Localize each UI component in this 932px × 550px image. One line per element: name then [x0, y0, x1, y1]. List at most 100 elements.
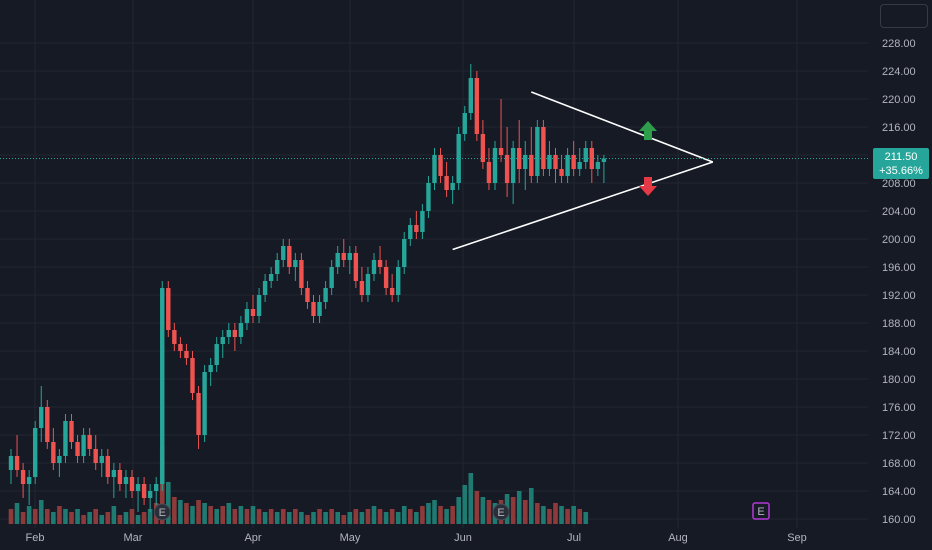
volume-bar: [111, 506, 117, 524]
volume-bar: [353, 509, 359, 524]
candle-body: [311, 302, 316, 316]
candle-body: [341, 253, 346, 260]
volume-bar: [486, 500, 492, 524]
candle-body: [383, 267, 389, 288]
candle-body: [299, 260, 304, 288]
candle-body: [262, 281, 268, 295]
toolbar-button[interactable]: [880, 4, 928, 28]
volume-bar: [268, 509, 274, 524]
candle-body: [353, 253, 359, 281]
candle-body: [547, 155, 552, 169]
candle-body: [166, 288, 171, 330]
volume-bar: [462, 485, 468, 524]
volume-bar: [299, 512, 304, 524]
candle-body: [111, 470, 117, 477]
candle-body: [498, 148, 504, 155]
candle-body: [57, 456, 62, 463]
volume-bar: [444, 509, 449, 524]
volume-bar: [365, 509, 371, 524]
candle-body: [456, 134, 461, 183]
last-price-value: 211.50: [884, 151, 918, 163]
candles: [8, 64, 607, 512]
volume-bar: [147, 509, 153, 524]
candle-body: [565, 155, 570, 176]
volume-bar: [81, 515, 86, 524]
candle-body: [335, 253, 340, 267]
volume-bar: [256, 509, 262, 524]
volume-bar: [480, 497, 486, 524]
candle-body: [33, 428, 38, 477]
candle-body: [529, 155, 534, 176]
y-tick-label: 188.00: [882, 318, 916, 330]
candle-body: [184, 351, 189, 358]
volume-bar: [468, 473, 474, 524]
candle-body: [414, 225, 419, 232]
y-tick-label: 160.00: [882, 514, 916, 526]
candle-body: [317, 302, 322, 316]
y-tick-label: 208.00: [882, 178, 916, 190]
volume-bar: [522, 500, 528, 524]
volume-bar: [395, 512, 401, 524]
candle-body: [81, 435, 86, 456]
volume-bar: [401, 506, 407, 524]
candle-body: [371, 260, 377, 274]
candle-body: [535, 127, 540, 176]
candle-body: [93, 449, 98, 463]
candle-body: [220, 337, 225, 344]
volume-bar: [202, 503, 207, 524]
earnings-badge: [492, 503, 510, 521]
volume-bar: [535, 503, 540, 524]
candle-body: [432, 155, 437, 183]
candle-body: [123, 477, 129, 484]
volume-bar: [559, 506, 564, 524]
candle-body: [601, 158, 607, 162]
x-tick-label: May: [340, 532, 361, 544]
candle-body: [474, 78, 480, 134]
candle-body: [323, 288, 328, 302]
volume-bar: [38, 500, 44, 524]
candle-body: [577, 162, 582, 169]
y-tick-label: 172.00: [882, 430, 916, 442]
candle-body: [117, 470, 123, 484]
volume-bar: [377, 509, 383, 524]
candle-body: [523, 155, 528, 169]
candle-body: [196, 393, 201, 435]
y-tick-label: 196.00: [882, 262, 916, 274]
earnings-icon: E: [752, 502, 770, 520]
volume-bar: [274, 512, 280, 524]
volume-bar: [123, 512, 129, 524]
volume-bar: [184, 503, 189, 524]
x-tick-label: Jul: [567, 532, 581, 544]
candle-body: [426, 183, 431, 211]
candle-body: [287, 246, 292, 267]
volume-bar: [510, 497, 516, 524]
volume-bar: [75, 509, 80, 524]
volume-bar: [63, 509, 68, 524]
candle-body: [595, 162, 601, 169]
candle-body: [154, 484, 159, 491]
candle-body: [141, 484, 147, 498]
candle-body: [559, 169, 564, 176]
candle-body: [450, 183, 455, 190]
candle-body: [438, 155, 443, 176]
volume-bar: [262, 512, 268, 524]
future-earnings-label: E: [757, 506, 764, 518]
y-tick-label: 184.00: [882, 346, 916, 358]
arrow-down-shape: [639, 177, 657, 196]
pattern-line: [531, 91, 714, 163]
volume-bar: [329, 509, 334, 524]
earnings-icon: E: [153, 503, 171, 521]
y-tick-label: 228.00: [882, 38, 916, 50]
candle-body: [293, 260, 298, 267]
candle-body: [486, 162, 492, 183]
volume-bar: [408, 509, 413, 524]
x-tick-label: Mar: [124, 532, 143, 544]
earnings-label: E: [497, 507, 504, 519]
candle-body: [178, 344, 183, 351]
volume-bar: [172, 497, 177, 524]
future-earnings-box: [752, 502, 770, 520]
volume-bar: [341, 515, 347, 524]
volume-bar: [583, 512, 589, 524]
candle-body: [202, 372, 207, 435]
